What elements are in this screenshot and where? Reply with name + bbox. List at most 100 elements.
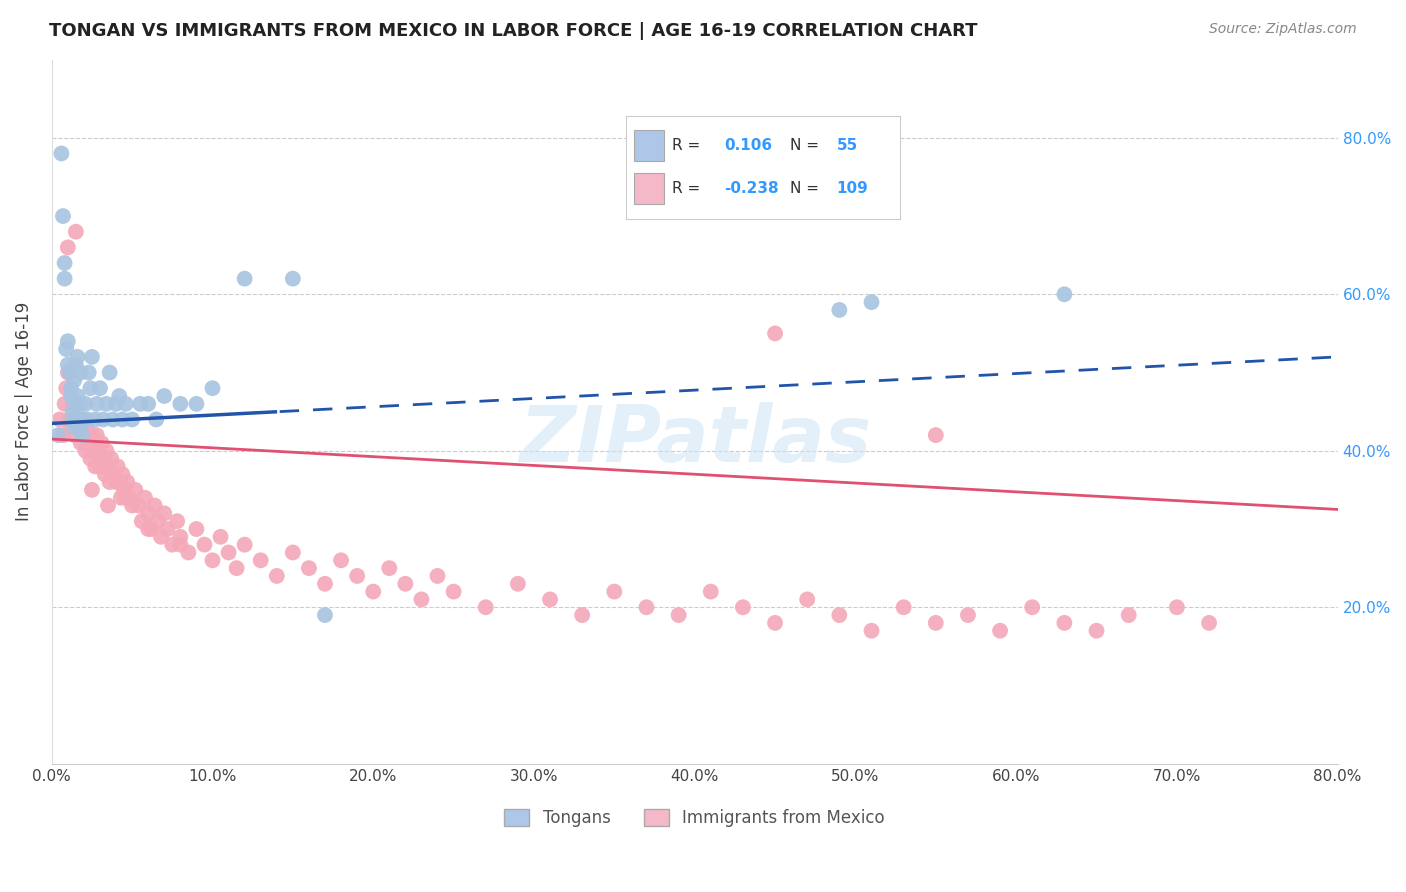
Point	[668, 608, 690, 623]
Point	[394, 576, 416, 591]
Point	[84, 412, 107, 426]
Point	[62, 412, 84, 426]
Point	[153, 389, 176, 403]
Point	[361, 584, 384, 599]
Point	[72, 428, 94, 442]
Point	[46, 428, 69, 442]
Point	[60, 420, 83, 434]
Point	[112, 483, 135, 497]
Point	[94, 467, 117, 482]
Point	[53, 397, 76, 411]
Point	[75, 443, 97, 458]
Point	[53, 256, 76, 270]
Point	[538, 592, 561, 607]
Point	[893, 600, 915, 615]
Point	[105, 397, 128, 411]
Point	[636, 600, 658, 615]
Point	[91, 451, 114, 466]
Point	[145, 412, 167, 426]
Point	[86, 397, 108, 411]
Point	[233, 271, 256, 285]
Point	[330, 553, 353, 567]
Point	[314, 608, 336, 623]
Point	[65, 225, 87, 239]
Point	[131, 514, 153, 528]
Text: 109: 109	[837, 181, 869, 196]
Point	[346, 569, 368, 583]
Point	[128, 499, 150, 513]
Point	[63, 420, 86, 434]
Point	[186, 522, 208, 536]
Point	[141, 522, 163, 536]
Point	[474, 600, 496, 615]
Point	[988, 624, 1011, 638]
Point	[114, 491, 136, 505]
Point	[796, 592, 818, 607]
Bar	[634, 130, 664, 161]
Point	[65, 412, 87, 426]
Point	[89, 459, 111, 474]
Point	[209, 530, 232, 544]
Text: ZIPatlas: ZIPatlas	[519, 401, 870, 478]
Point	[603, 584, 626, 599]
Point	[281, 545, 304, 559]
Point	[96, 397, 118, 411]
Point	[67, 412, 90, 426]
Point	[506, 576, 529, 591]
Point	[66, 389, 89, 403]
Point	[86, 428, 108, 442]
Point	[76, 412, 98, 426]
Point	[136, 397, 159, 411]
Point	[105, 475, 128, 489]
Point	[1053, 287, 1076, 301]
Text: R =: R =	[672, 138, 706, 153]
Point	[98, 475, 121, 489]
Point	[1118, 608, 1140, 623]
Point	[73, 428, 96, 442]
Point	[134, 491, 156, 505]
Point	[121, 412, 143, 426]
Point	[1053, 615, 1076, 630]
Point	[111, 467, 134, 482]
Text: Source: ZipAtlas.com: Source: ZipAtlas.com	[1209, 22, 1357, 37]
Point	[956, 608, 979, 623]
Point	[860, 624, 883, 638]
Point	[121, 499, 143, 513]
Text: N =: N =	[790, 181, 824, 196]
Point	[828, 302, 851, 317]
Point	[60, 389, 83, 403]
Point	[1198, 615, 1220, 630]
Point	[62, 405, 84, 419]
Point	[266, 569, 288, 583]
Point	[156, 522, 179, 536]
Point	[56, 358, 79, 372]
Point	[117, 475, 139, 489]
Point	[225, 561, 247, 575]
Text: -0.238: -0.238	[724, 181, 779, 196]
Point	[75, 397, 97, 411]
Y-axis label: In Labor Force | Age 16-19: In Labor Force | Age 16-19	[15, 302, 32, 521]
Point	[66, 397, 89, 411]
Point	[201, 381, 224, 395]
Point	[90, 436, 112, 450]
Point	[426, 569, 449, 583]
Point	[91, 412, 114, 426]
Point	[66, 350, 89, 364]
Point	[298, 561, 321, 575]
Point	[111, 412, 134, 426]
Point	[193, 538, 215, 552]
Point	[62, 397, 84, 411]
Point	[56, 240, 79, 254]
Point	[925, 615, 948, 630]
Point	[52, 428, 75, 442]
Point	[110, 491, 132, 505]
Point	[571, 608, 593, 623]
Point	[65, 397, 87, 411]
Point	[378, 561, 401, 575]
Point	[84, 459, 107, 474]
Point	[63, 428, 86, 442]
Point	[97, 499, 120, 513]
Point	[443, 584, 465, 599]
Point	[169, 397, 191, 411]
Point	[65, 358, 87, 372]
